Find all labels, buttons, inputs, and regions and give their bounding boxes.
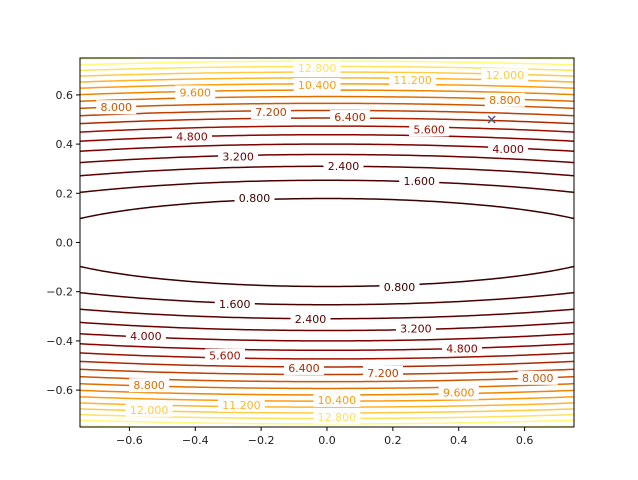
- contour-label: 7.200: [367, 367, 399, 380]
- y-axis: −0.6 −0.4 −0.2 0.0 0.2 0.4 0.6: [46, 89, 80, 397]
- contour-label-bg: [217, 397, 265, 412]
- contour-label-bg: [96, 100, 137, 115]
- contour-label-bg: [409, 122, 450, 137]
- contour-label-bg: [488, 142, 529, 157]
- contour-level-5_6-upper: [80, 125, 574, 133]
- contour-label-bg: [293, 60, 341, 75]
- contour-level-4_8-upper: [80, 133, 574, 142]
- contour-label-bg: [129, 378, 170, 393]
- contour-label: 0.800: [239, 192, 271, 205]
- contour-level-1_6-lower: [80, 291, 574, 306]
- contour-label-bg: [481, 68, 529, 83]
- contour-label-bg: [204, 348, 245, 363]
- contour-level-6_4-upper: [80, 117, 574, 125]
- contour-label: 2.400: [295, 313, 327, 326]
- contour-label: 1.600: [403, 175, 435, 188]
- contour-label-bg: [362, 365, 403, 380]
- contour-label-bg: [323, 159, 364, 174]
- contour-label-bg: [517, 370, 558, 385]
- y-tick-label: −0.6: [46, 384, 73, 397]
- x-tick-label: −0.6: [116, 434, 143, 447]
- contour-label-bg: [290, 311, 331, 326]
- contour-label: 7.200: [255, 106, 287, 119]
- contour-label: 8.800: [133, 379, 165, 392]
- contour-label: 12.800: [318, 411, 357, 424]
- contour-label: 9.600: [443, 387, 475, 400]
- point-marker: [487, 115, 496, 124]
- contour-label: 12.000: [130, 404, 169, 417]
- contour-label-bg: [313, 392, 361, 407]
- contour-label: 8.000: [100, 101, 132, 114]
- y-tick-label: −0.2: [46, 286, 73, 299]
- contour-label: 6.400: [334, 111, 366, 124]
- contour-label: 2.400: [328, 160, 360, 173]
- contour-label: 1.600: [219, 298, 251, 311]
- contour-label-bg: [283, 360, 324, 375]
- x-marker: [487, 115, 496, 124]
- contour-label-bg: [214, 297, 255, 311]
- contour-label-bg: [484, 92, 525, 107]
- x-tick-label: 0.2: [384, 434, 402, 447]
- contour-label: 10.400: [298, 79, 337, 92]
- x-tick-label: −0.2: [248, 434, 275, 447]
- contour-label: 3.200: [400, 323, 432, 336]
- contour-label: 0.800: [384, 281, 416, 294]
- contour-label-bg: [234, 191, 275, 206]
- contour-level-5_6-lower: [80, 352, 574, 360]
- contour-label: 4.800: [446, 342, 478, 355]
- contour-level-3_2-lower: [80, 321, 574, 332]
- x-tick-label: 0.4: [450, 434, 468, 447]
- contour-level-1_6-upper: [80, 179, 574, 194]
- contour-label-bg: [313, 410, 361, 425]
- contour-label-bg: [251, 105, 292, 120]
- y-tick-label: 0.2: [56, 187, 74, 200]
- x-tick-label: −0.4: [182, 434, 209, 447]
- contour-level-0_8-lower: [80, 265, 574, 288]
- contour-label: 8.800: [489, 94, 521, 107]
- contour-label: 9.600: [180, 86, 212, 99]
- contour-label-bg: [218, 149, 259, 164]
- contour-label: 3.200: [222, 150, 254, 163]
- contour-level-6_4-lower: [80, 360, 574, 368]
- contour-lines: [80, 58, 574, 427]
- contour-label-bg: [399, 174, 440, 188]
- contour-label: 11.200: [222, 399, 261, 412]
- contour-label: 4.000: [130, 330, 162, 343]
- contour-label-bg: [125, 328, 166, 343]
- contour-label-bg: [379, 279, 420, 294]
- y-tick-label: 0.6: [56, 89, 74, 102]
- contour-level-7_2-upper: [80, 109, 574, 117]
- x-tick-label: 0.0: [318, 434, 336, 447]
- contour-label: 12.000: [486, 69, 525, 82]
- contour-label-bg: [442, 341, 483, 356]
- contour-label: 5.600: [209, 350, 241, 363]
- y-tick-label: 0.4: [56, 138, 74, 151]
- contour-label-bg: [293, 78, 341, 93]
- contour-label: 11.200: [393, 74, 432, 87]
- contour-label-bg: [171, 129, 212, 144]
- contour-level-4_8-lower: [80, 343, 574, 352]
- contour-level-3_2-upper: [80, 153, 574, 164]
- contour-label: 6.400: [288, 362, 320, 375]
- contour-label-bg: [438, 385, 479, 400]
- contour-label: 8.000: [522, 372, 554, 385]
- contour-label-bg: [175, 85, 216, 100]
- contour-labels: 0.800 0.800 1.600 1.600 2.400 2.400 3.200 3.200…: [96, 60, 558, 425]
- contour-label: 10.400: [318, 394, 357, 407]
- contour-label-bg: [389, 73, 437, 88]
- contour-label: 12.800: [298, 62, 337, 75]
- contour-label-bg: [395, 321, 436, 336]
- contour-label-bg: [125, 402, 173, 417]
- contour-label-bg: [330, 110, 371, 125]
- contour-level-0_8-upper: [80, 197, 574, 220]
- y-tick-label: 0.0: [56, 237, 74, 250]
- x-axis: −0.6 −0.4 −0.2 0.0 0.2 0.4 0.6: [116, 427, 533, 447]
- contour-label: 4.000: [492, 143, 524, 156]
- x-tick-label: 0.6: [516, 434, 534, 447]
- y-tick-label: −0.4: [46, 335, 73, 348]
- contour-label: 5.600: [413, 123, 445, 136]
- contour-label: 4.800: [176, 131, 208, 144]
- contour-level-7_2-lower: [80, 368, 574, 376]
